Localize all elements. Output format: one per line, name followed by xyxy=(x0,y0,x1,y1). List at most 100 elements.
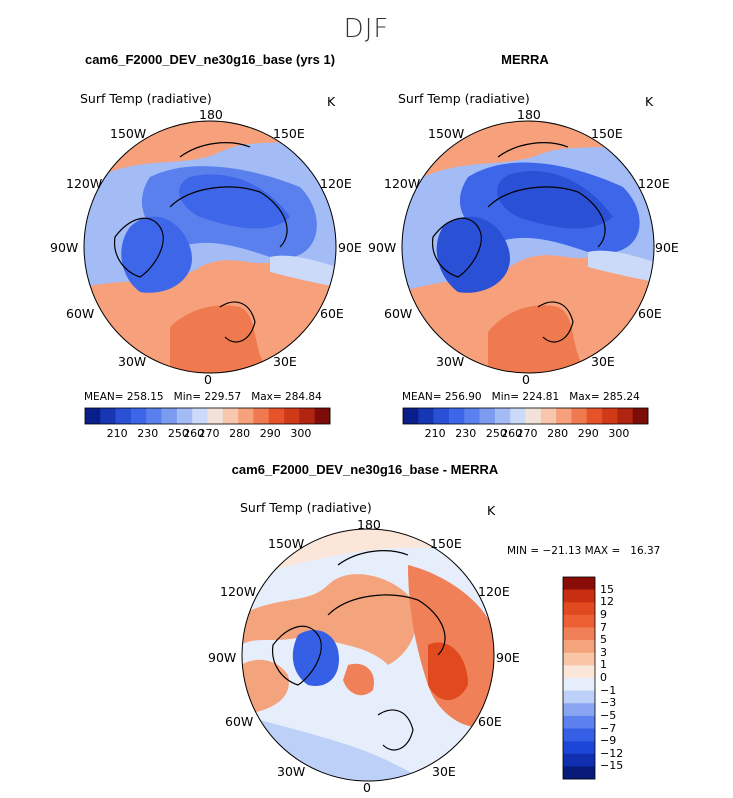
panel-1-max-value: 284.84 xyxy=(285,391,322,403)
panel-1-max-label: Max= xyxy=(251,391,282,403)
panel-2-min-value: 224.81 xyxy=(522,391,560,403)
panel-2-lon-label-90e: 90E xyxy=(655,240,679,255)
panel-1-lon-label-120w: 120W xyxy=(66,176,103,191)
colorbar-swatch xyxy=(299,408,315,424)
panel-3-siberia-hot xyxy=(428,642,468,700)
panel-1-lon-label-90e: 90E xyxy=(338,240,362,255)
panel-2-greenland-cold xyxy=(436,216,510,293)
colorbar-tick-label: 15 xyxy=(600,582,614,596)
panel-3-lon-label-60e: 60E xyxy=(478,714,502,729)
panel-1-stats: MEAN= 258.15 Min= 229.57 Max= 284.84 xyxy=(84,391,322,403)
colorbar-tick-label: 210 xyxy=(106,427,128,440)
panel-3-lon-label-120w: 120W xyxy=(220,584,257,599)
colorbar-swatch xyxy=(556,408,572,424)
panel-1-min-value: 229.57 xyxy=(204,391,242,403)
colorbar-tick-label: −9 xyxy=(600,734,617,748)
panel-3-lon-label-90w: 90W xyxy=(208,650,237,665)
panel-3-arctic-warm xyxy=(343,663,374,696)
panel-2-variable-label: Surf Temp (radiative) xyxy=(398,91,530,106)
colorbar-swatch xyxy=(563,589,595,603)
panel-3-pacific-warm xyxy=(242,574,417,665)
colorbar-tick-label: 270 xyxy=(198,427,220,440)
panel-2-max-value: 285.24 xyxy=(603,391,640,403)
colorbar-swatch xyxy=(433,408,450,424)
panel-2-colorbar xyxy=(402,407,649,425)
colorbar-tick-label: −5 xyxy=(600,708,617,722)
panel-3-units-label: K xyxy=(487,503,496,518)
colorbar-swatch xyxy=(314,408,331,424)
colorbar-tick-label: 280 xyxy=(229,427,251,440)
panel-3-lon-label-30e: 30E xyxy=(432,764,456,779)
colorbar-swatch xyxy=(222,408,239,424)
panel-2-lon-label-180: 180 xyxy=(517,107,541,122)
colorbar-swatch xyxy=(238,408,254,424)
colorbar-swatch xyxy=(563,665,595,679)
colorbar-swatch xyxy=(176,408,193,424)
colorbar-swatch xyxy=(563,652,595,666)
panel-1-transition xyxy=(270,255,336,287)
panel-2-siberia-coldest xyxy=(497,171,613,229)
panel-1-mean-value: 258.15 xyxy=(126,391,164,403)
colorbar-swatch xyxy=(563,678,595,691)
colorbar-tick-label: 9 xyxy=(600,607,607,621)
panel-1-lon-label-150w: 150W xyxy=(110,126,147,141)
panel-3-lon-label-60w: 60W xyxy=(225,714,254,729)
colorbar-tick-label: 290 xyxy=(259,427,281,440)
panel-1-min-label: Min= xyxy=(173,391,202,403)
panel-3-greenland-cold xyxy=(292,630,339,686)
colorbar-border xyxy=(402,407,649,425)
colorbar-tick-label: 250 xyxy=(485,427,507,440)
panel-2-min-label: Min= xyxy=(491,391,520,403)
colorbar-swatch xyxy=(494,408,511,424)
colorbar-swatch xyxy=(540,408,557,424)
panel-2-lon-label-120w: 120W xyxy=(384,176,421,191)
panel-1-siberia-coldest xyxy=(179,174,290,229)
colorbar-swatch xyxy=(85,408,101,424)
colorbar-tick-label: 230 xyxy=(455,427,477,440)
panel-2-units-label: K xyxy=(645,94,654,109)
panel-1-lon-label-180: 180 xyxy=(199,107,223,122)
panel-3-colorbar xyxy=(562,576,596,780)
panel-2-lon-label-0: 0 xyxy=(522,372,530,387)
colorbar-swatch xyxy=(464,408,480,424)
colorbar-tick-label: 300 xyxy=(608,427,630,440)
colorbar-swatch xyxy=(207,408,224,424)
colorbar-border xyxy=(562,576,596,780)
colorbar-swatch xyxy=(268,408,285,424)
colorbar-tick-label: 280 xyxy=(547,427,569,440)
colorbar-swatch xyxy=(100,408,116,424)
colorbar-tick-label: 260 xyxy=(501,427,523,440)
panel-1-mean-label: MEAN= xyxy=(84,391,124,403)
panel-1-lon-label-30e: 30E xyxy=(273,354,297,369)
panel-1-lon-label-60w: 60W xyxy=(66,306,95,321)
panel-3-title: cam6_F2000_DEV_ne30g16_base - MERRA xyxy=(231,462,499,477)
panel-2-atlantic-warm xyxy=(488,305,588,373)
panel-1-lon-label-30w: 30W xyxy=(118,354,147,369)
panel-3-lon-label-120e: 120E xyxy=(478,584,510,599)
colorbar-swatch xyxy=(632,408,649,424)
colorbar-tick-label: 230 xyxy=(137,427,159,440)
panel-3-lon-label-30w: 30W xyxy=(277,764,306,779)
colorbar-swatch xyxy=(586,408,603,424)
panel-2-max-label: Max= xyxy=(569,391,600,403)
colorbar-swatch xyxy=(563,715,595,729)
panel-2-mean-value: 256.90 xyxy=(444,391,482,403)
panel-2-title: MERRA xyxy=(501,52,549,67)
colorbar-swatch xyxy=(571,408,588,424)
colorbar-tick-label: 260 xyxy=(183,427,205,440)
panel-2-stats: MEAN= 256.90 Min= 224.81 Max= 285.24 xyxy=(402,391,640,403)
panel-1-lon-label-60e: 60E xyxy=(320,306,344,321)
colorbar-swatch xyxy=(563,690,595,704)
panel-2-coastlines xyxy=(431,142,606,343)
colorbar-swatch xyxy=(115,408,132,424)
colorbar-swatch xyxy=(146,408,162,424)
colorbar-swatch xyxy=(563,753,595,767)
colorbar-swatch xyxy=(192,408,208,424)
panel-2-lon-label-60e: 60E xyxy=(638,306,662,321)
panel-3-lon-label-150w: 150W xyxy=(268,536,305,551)
colorbar-swatch xyxy=(418,408,434,424)
colorbar-swatch xyxy=(563,602,595,616)
panel-3-coastlines xyxy=(271,550,446,751)
colorbar-swatch xyxy=(563,703,595,717)
colorbar-tick-label: 0 xyxy=(600,671,607,684)
